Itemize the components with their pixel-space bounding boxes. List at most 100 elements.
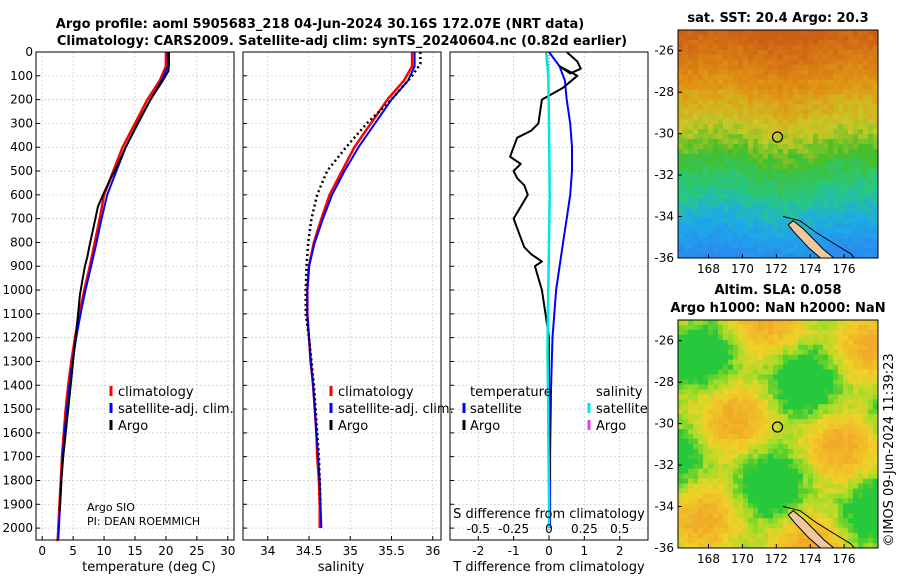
map-cell <box>778 30 784 36</box>
map-cell <box>753 69 759 76</box>
map-cell <box>838 349 844 356</box>
map-cell <box>718 243 724 249</box>
depth-tick-label: 1600 <box>2 426 33 440</box>
map-cell <box>798 463 804 470</box>
map-cell <box>868 238 874 244</box>
map-cell <box>713 139 719 145</box>
map-cell <box>708 493 714 499</box>
map-cell <box>738 89 744 95</box>
map-cell <box>703 513 709 519</box>
map-cell <box>838 538 844 544</box>
map-cell <box>868 64 874 71</box>
map-cell <box>768 49 774 56</box>
map-cell <box>753 503 759 509</box>
map-cell <box>678 94 684 100</box>
map-cell <box>873 334 879 341</box>
map-cell <box>768 203 774 209</box>
map-cell <box>718 69 724 76</box>
map-cell <box>718 374 724 380</box>
map-cell <box>758 414 764 420</box>
map-cell <box>703 404 709 410</box>
lat-tick-label: -36 <box>654 251 674 265</box>
map-cell <box>823 74 829 80</box>
map-cell <box>683 528 689 534</box>
map-cell <box>808 399 814 405</box>
map-cell <box>848 364 854 370</box>
map-cell <box>863 183 869 190</box>
map-cell <box>688 483 694 489</box>
map-cell <box>758 158 764 165</box>
map-cell <box>788 238 794 244</box>
map-cell <box>763 248 769 254</box>
map-cell <box>838 158 844 165</box>
map-cell <box>788 543 794 549</box>
map-cell <box>813 324 819 331</box>
map-cell <box>808 30 814 36</box>
map-cell <box>728 389 734 395</box>
map-cell <box>713 134 719 140</box>
map-cell <box>698 324 704 331</box>
map-cell <box>853 208 859 214</box>
map-cell <box>803 448 809 455</box>
map-cell <box>718 119 724 125</box>
map-cell <box>693 448 699 455</box>
map-cell <box>868 124 874 130</box>
map-cell <box>743 344 749 351</box>
map-cell <box>803 74 809 80</box>
map-cell <box>853 238 859 244</box>
map-cell <box>798 253 804 259</box>
map-cell <box>868 324 874 331</box>
map-cell <box>848 453 854 460</box>
x-tick-label: -2 <box>472 544 484 558</box>
map-cell <box>773 178 779 185</box>
map-cell <box>828 354 834 361</box>
map-cell <box>783 129 789 135</box>
map-cell <box>713 79 719 85</box>
map-cell <box>683 203 689 209</box>
map-cell <box>773 513 779 519</box>
map-cell <box>758 74 764 80</box>
map-cell <box>863 488 869 494</box>
map-cell <box>763 493 769 499</box>
map-cell <box>713 354 719 361</box>
map-cell <box>678 223 684 229</box>
map-cell <box>778 339 784 346</box>
map-cell <box>728 354 734 361</box>
map-cell <box>703 483 709 489</box>
map-cell <box>733 99 739 105</box>
map-cell <box>683 493 689 499</box>
map-cell <box>708 424 714 430</box>
map-cell <box>718 409 724 415</box>
map-cell <box>733 533 739 539</box>
map-cell <box>788 369 794 375</box>
map-cell <box>838 434 844 440</box>
map-cell <box>683 320 689 326</box>
map-cell <box>678 144 684 150</box>
map-cell <box>873 139 879 145</box>
map-cell <box>828 139 834 145</box>
map-cell <box>718 94 724 100</box>
map-cell <box>868 424 874 430</box>
map-cell <box>848 334 854 341</box>
map-cell <box>743 163 749 170</box>
map-cell <box>738 243 744 249</box>
map-cell <box>818 39 824 46</box>
map-cell <box>843 163 849 170</box>
map-cell <box>768 399 774 405</box>
map-cell <box>748 349 754 356</box>
map-cell <box>768 158 774 165</box>
map-cell <box>833 394 839 400</box>
map-cell <box>813 193 819 199</box>
map-cell <box>848 193 854 199</box>
map-cell <box>708 458 714 465</box>
map-cell <box>693 253 699 259</box>
map-cell <box>848 528 854 534</box>
map-cell <box>753 414 759 420</box>
map-cell <box>778 394 784 400</box>
map-cell <box>728 213 734 219</box>
map-cell <box>683 369 689 375</box>
map-cell <box>868 473 874 480</box>
map-cell <box>818 89 824 95</box>
map-cell <box>828 148 834 155</box>
map-cell <box>718 228 724 234</box>
